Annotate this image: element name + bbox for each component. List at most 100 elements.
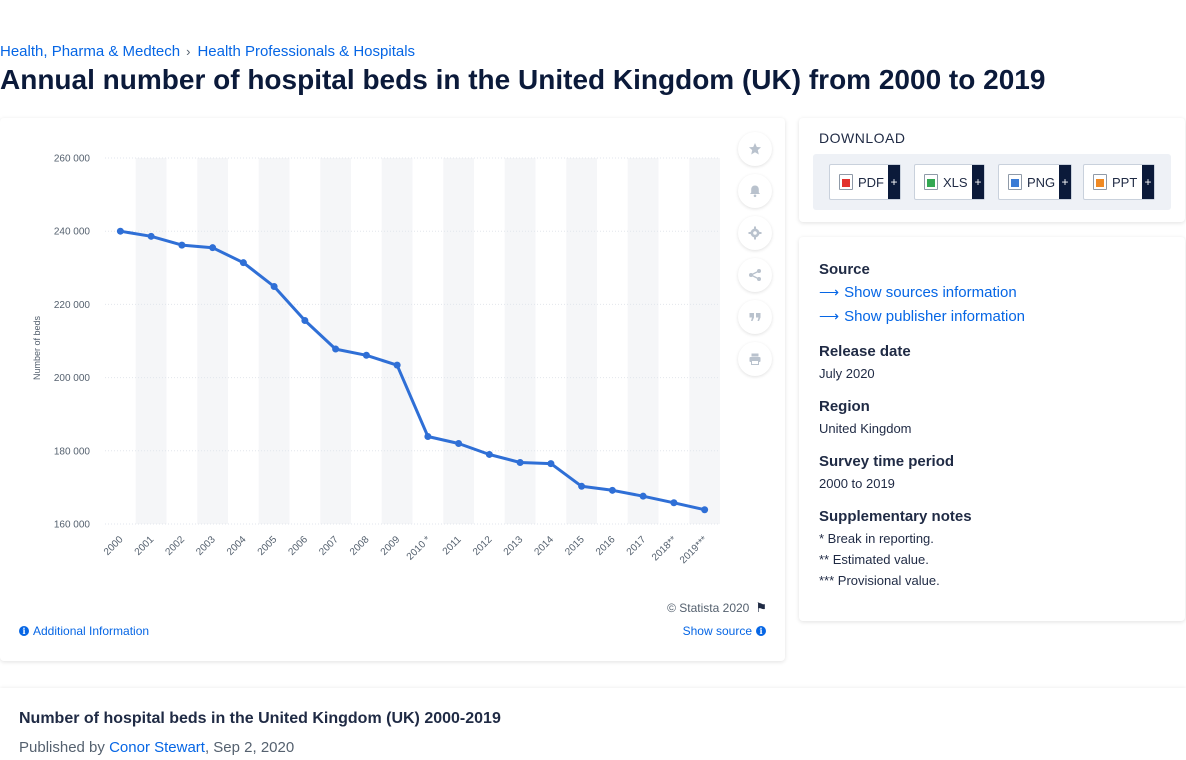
share-button[interactable] bbox=[738, 258, 772, 292]
data-point bbox=[701, 506, 709, 514]
data-point bbox=[516, 459, 524, 467]
column-band bbox=[504, 158, 536, 524]
survey-period-value: 2000 to 2019 bbox=[819, 476, 895, 491]
pdf-file-icon bbox=[839, 174, 853, 190]
data-point bbox=[116, 227, 124, 235]
note-estimated-value: ** Estimated value. bbox=[819, 552, 929, 567]
favorite-button[interactable] bbox=[738, 132, 772, 166]
data-point bbox=[239, 259, 247, 267]
share-icon bbox=[749, 269, 761, 281]
data-point bbox=[608, 486, 616, 494]
y-tick-label: 220 000 bbox=[54, 300, 91, 311]
notification-button[interactable] bbox=[738, 174, 772, 208]
column-band bbox=[443, 158, 474, 524]
plus-icon[interactable]: + bbox=[972, 165, 984, 199]
y-tick-label: 260 000 bbox=[54, 154, 91, 165]
x-tick-label: 2005 bbox=[256, 534, 280, 558]
chart-toolbar bbox=[738, 132, 772, 384]
column-band bbox=[381, 158, 413, 524]
data-point bbox=[485, 450, 493, 458]
x-tick-label: 2000 bbox=[102, 534, 126, 558]
series-line bbox=[120, 229, 705, 512]
x-tick-label: 2017 bbox=[625, 534, 649, 558]
release-date-value: July 2020 bbox=[819, 366, 875, 381]
plus-icon[interactable]: + bbox=[1142, 165, 1154, 199]
ppt-file-icon bbox=[1093, 174, 1107, 190]
breadcrumb: Health, Pharma & Medtech › Health Profes… bbox=[0, 43, 415, 60]
column-band bbox=[135, 158, 167, 524]
column-band bbox=[197, 158, 228, 524]
x-tick-label: 2016 bbox=[594, 534, 618, 558]
show-sources-label: Show sources information bbox=[844, 284, 1017, 301]
download-panel: DOWNLOAD PDF + XLS + PNG + PPT + bbox=[799, 118, 1185, 222]
plus-icon[interactable]: + bbox=[888, 165, 900, 199]
x-tick-label: 2010 * bbox=[405, 534, 433, 562]
y-axis-label: Number of beds bbox=[32, 315, 42, 380]
x-tick-label: 2015 bbox=[563, 534, 587, 558]
breadcrumb-item-health-pharma[interactable]: Health, Pharma & Medtech bbox=[0, 43, 181, 60]
chart-card: 160 000 180 000 200 000 220 000 240 000 260 0… bbox=[0, 118, 785, 661]
download-ppt-label: PPT bbox=[1112, 174, 1138, 190]
survey-period-heading: Survey time period bbox=[819, 453, 955, 470]
data-point bbox=[147, 232, 155, 240]
breadcrumb-item-health-professionals[interactable]: Health Professionals & Hospitals bbox=[197, 43, 416, 60]
x-tick-label: 2018** bbox=[650, 534, 679, 563]
publication-info: Number of hospital beds in the United Ki… bbox=[0, 688, 1186, 760]
x-tick-label: 2007 bbox=[317, 534, 341, 558]
column-band bbox=[689, 158, 720, 524]
x-tick-label: 2014 bbox=[532, 534, 556, 558]
show-source-link[interactable]: Show source i bbox=[683, 624, 766, 638]
quote-icon bbox=[749, 313, 761, 321]
data-point bbox=[178, 241, 186, 249]
note-provisional-value: *** Provisional value. bbox=[819, 573, 940, 588]
data-point bbox=[270, 282, 278, 290]
x-tick-label: 2009 bbox=[379, 534, 403, 558]
xls-file-icon bbox=[924, 174, 938, 190]
data-point bbox=[301, 317, 309, 325]
cite-button[interactable] bbox=[738, 300, 772, 334]
show-publisher-label: Show publisher information bbox=[844, 308, 1026, 325]
png-file-icon bbox=[1008, 174, 1022, 190]
plus-icon[interactable]: + bbox=[1059, 165, 1071, 199]
y-tick-label: 200 000 bbox=[54, 373, 91, 384]
download-xls-button[interactable]: XLS + bbox=[914, 164, 985, 200]
show-sources-link[interactable]: ⟶ Show sources information bbox=[819, 284, 1017, 301]
supplementary-notes-heading: Supplementary notes bbox=[819, 508, 972, 525]
download-pdf-button[interactable]: PDF + bbox=[829, 164, 901, 200]
x-tick-label: 2011 bbox=[441, 534, 464, 557]
column-band bbox=[627, 158, 659, 524]
copyright-text: © Statista 2020 bbox=[667, 601, 750, 615]
additional-information-link[interactable]: i Additional Information bbox=[19, 624, 149, 638]
print-button[interactable] bbox=[738, 342, 772, 376]
flag-icon[interactable]: ⚑ bbox=[755, 600, 767, 615]
author-link[interactable]: Conor Stewart bbox=[109, 739, 205, 756]
show-publisher-link[interactable]: ⟶ Show publisher information bbox=[819, 308, 1025, 325]
star-icon bbox=[749, 143, 761, 155]
published-by-prefix: Published by bbox=[19, 739, 105, 756]
note-break-in-reporting: * Break in reporting. bbox=[819, 531, 934, 546]
data-point bbox=[332, 345, 340, 353]
data-point bbox=[424, 433, 432, 441]
column-band bbox=[566, 158, 597, 524]
release-date-heading: Release date bbox=[819, 343, 911, 360]
page-title: Annual number of hospital beds in the Un… bbox=[0, 64, 1046, 95]
download-buttons: PDF + XLS + PNG + PPT + bbox=[813, 154, 1171, 210]
gear-icon bbox=[748, 226, 762, 240]
bell-icon bbox=[750, 185, 760, 198]
download-png-button[interactable]: PNG + bbox=[998, 164, 1072, 200]
data-point bbox=[455, 439, 463, 447]
download-ppt-button[interactable]: PPT + bbox=[1083, 164, 1155, 200]
x-tick-label: 2003 bbox=[194, 534, 218, 558]
info-icon: i bbox=[756, 626, 766, 636]
y-tick-label: 180 000 bbox=[54, 446, 91, 457]
show-source-label: Show source bbox=[682, 624, 752, 638]
publication-date: , Sep 2, 2020 bbox=[204, 739, 295, 756]
download-png-label: PNG bbox=[1027, 174, 1056, 190]
x-tick-label: 2006 bbox=[286, 534, 310, 558]
settings-button[interactable] bbox=[738, 216, 772, 250]
x-tick-label: 2001 bbox=[133, 534, 157, 558]
x-tick-label: 2012 bbox=[471, 534, 495, 558]
print-icon bbox=[749, 353, 761, 365]
source-heading: Source bbox=[819, 261, 870, 278]
